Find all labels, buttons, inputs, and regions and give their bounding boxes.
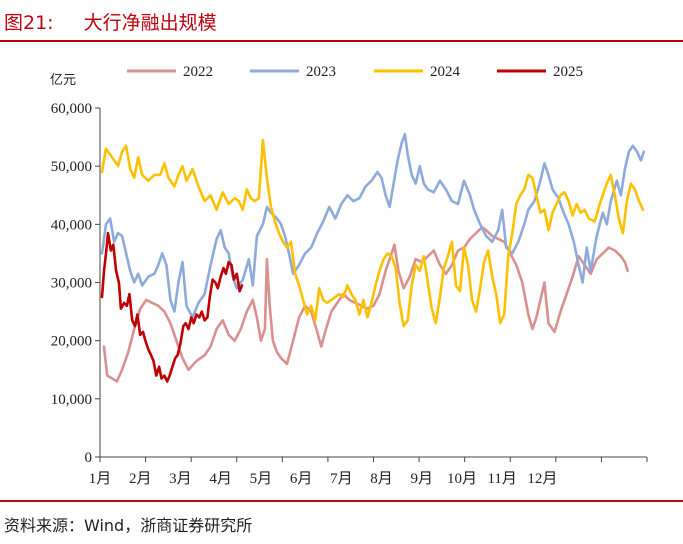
legend-label-2023: 2023 [306, 64, 336, 80]
y-tick-label: 40,000 [51, 217, 92, 233]
x-tick-label: 6月 [290, 471, 313, 487]
y-tick-label: 20,000 [51, 334, 92, 350]
series-line-2025 [100, 231, 244, 383]
source-rule [0, 500, 683, 502]
y-tick-label: 0 [85, 450, 93, 466]
x-tick-label: 11月 [487, 471, 516, 487]
x-tick-label: 1月 [89, 471, 112, 487]
legend-label-2022: 2022 [183, 64, 213, 80]
y-tick-label: 30,000 [51, 276, 92, 292]
series-layer [100, 132, 646, 383]
figure-label: 图21: [4, 12, 54, 34]
series-line-2023 [100, 132, 646, 319]
legend: 2022 2023 2024 2025 [127, 64, 583, 80]
x-tick-label: 3月 [169, 471, 192, 487]
legend-label-2025: 2025 [553, 64, 583, 80]
title-rule [0, 40, 683, 42]
x-tick-label: 2月 [129, 471, 152, 487]
y-tick-label: 10,000 [51, 392, 92, 408]
x-tick-label: 10月 [447, 471, 477, 487]
x-tick-label: 5月 [250, 471, 273, 487]
figure-title-text: 大行净融出规模 [83, 12, 217, 34]
figure-title: 图21: 大行净融出规模 [4, 8, 217, 35]
legend-label-2024: 2024 [430, 64, 461, 80]
y-tick-label: 60,000 [51, 101, 92, 117]
axes: 0 10,000 20,000 30,000 40,000 50,000 60,000 1月 2… [51, 101, 648, 487]
y-tick-label: 50,000 [51, 159, 92, 175]
source-note: 资料来源：Wind，浙商证券研究所 [4, 516, 253, 535]
y-axis-unit-label: 亿元 [50, 73, 76, 88]
series-line-2022 [102, 225, 629, 383]
x-tick-label: 8月 [370, 471, 393, 487]
x-tick-label: 4月 [209, 471, 232, 487]
x-tick-label: 12月 [527, 471, 557, 487]
x-tick-label: 9月 [411, 471, 434, 487]
chart: 亿元 2022 2023 2024 2025 0 10,000 20,000 30,000 4… [50, 64, 648, 487]
series-line-2024 [100, 138, 645, 328]
x-tick-label: 7月 [330, 471, 353, 487]
